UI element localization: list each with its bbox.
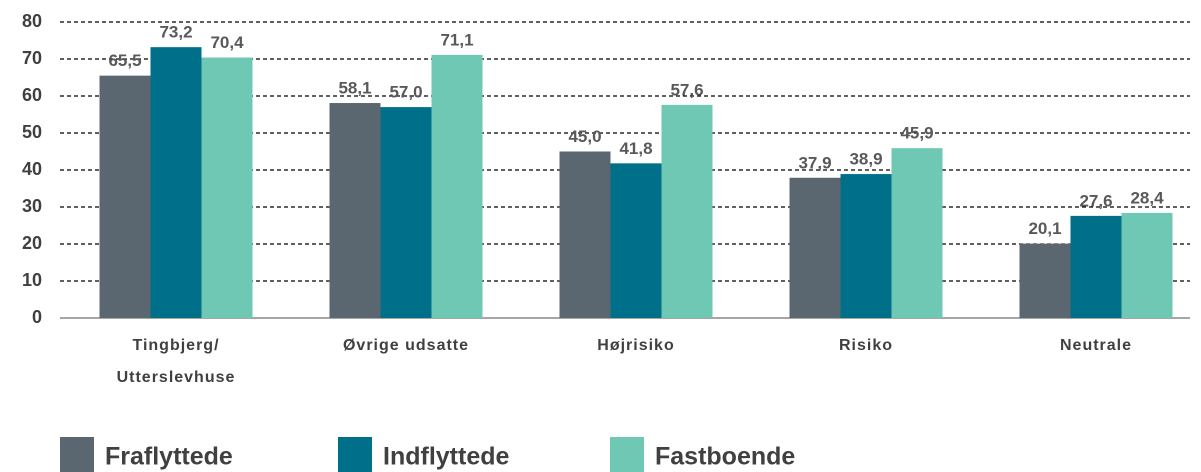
bar [1070, 215, 1122, 318]
value-label: 71,1 [440, 30, 473, 49]
bar [559, 151, 611, 318]
x-tick-label: Neutrale [1059, 337, 1133, 354]
y-tick-label: 10 [22, 270, 42, 290]
y-tick-label: 70 [22, 48, 42, 68]
value-label: 45,9 [900, 124, 933, 143]
bar [150, 47, 202, 318]
legend-label: Fraflyttede [105, 443, 233, 471]
y-tick-label: 40 [22, 159, 42, 179]
x-tick-label: Tingbjerg/ Utterslevhuse [116, 337, 236, 386]
bar [661, 104, 713, 318]
value-label: 57,6 [670, 80, 703, 99]
legend-swatch [338, 437, 372, 472]
bar [789, 177, 841, 318]
legend-swatch [610, 437, 644, 472]
bar [1121, 212, 1173, 318]
y-tick-label: 80 [22, 11, 42, 31]
bar [610, 163, 662, 318]
value-label: 70,4 [210, 33, 244, 52]
bar [329, 103, 381, 318]
value-label: 38,9 [849, 150, 882, 169]
x-tick-label: Øvrige udsatte [342, 337, 470, 354]
legend-label: Fastboende [655, 443, 795, 471]
value-label: 28,4 [1130, 188, 1164, 207]
bar [380, 107, 432, 318]
legend-label: Indflyttede [383, 443, 509, 471]
value-label: 73,2 [159, 23, 192, 42]
value-label: 58,1 [338, 79, 371, 98]
value-label: 20,1 [1028, 219, 1061, 238]
bar [1019, 243, 1071, 318]
bar [99, 75, 151, 319]
bar [840, 174, 892, 318]
bar [201, 57, 253, 319]
y-tick-label: 60 [22, 85, 42, 105]
value-label: 65,5 [108, 51, 141, 70]
legend-swatch [60, 437, 94, 472]
bar [431, 54, 483, 319]
value-label: 57,0 [389, 83, 422, 102]
x-tick-label: Risiko [838, 337, 893, 354]
value-label: 27,6 [1079, 191, 1112, 210]
y-tick-label: 30 [22, 196, 42, 216]
y-tick-label: 50 [22, 122, 42, 142]
y-tick-label: 0 [32, 307, 42, 327]
value-label: 41,8 [619, 139, 652, 158]
bar [891, 148, 943, 318]
x-tick-label: Højrisiko [597, 337, 675, 354]
value-label: 37,9 [798, 153, 831, 172]
value-label: 45,0 [568, 127, 601, 146]
y-tick-label: 20 [22, 233, 42, 253]
